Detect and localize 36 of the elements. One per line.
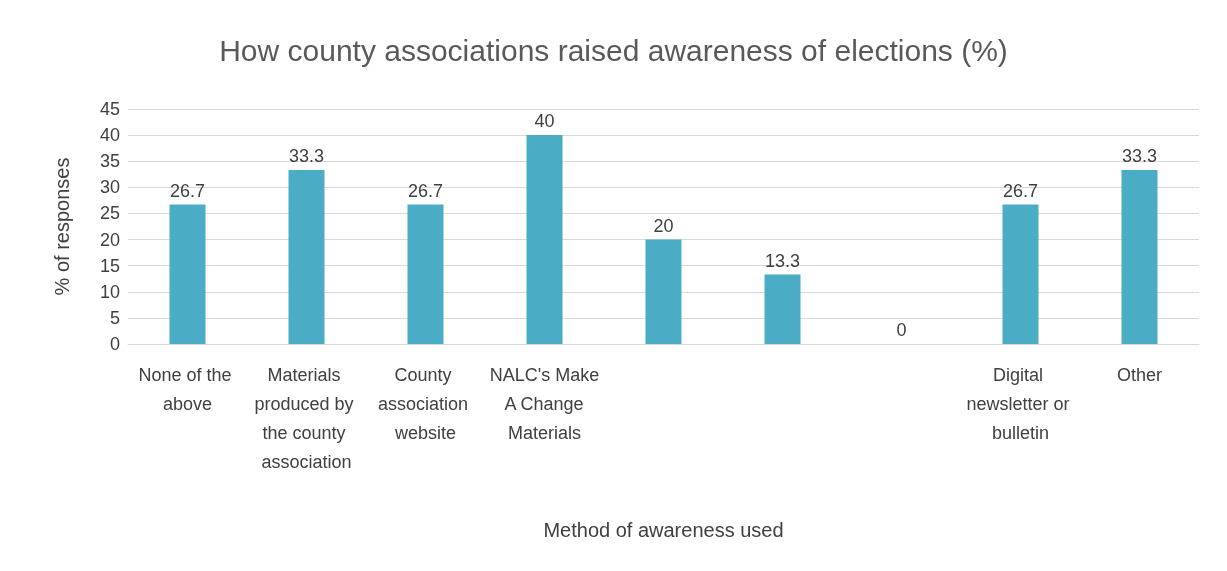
bar [645,239,682,344]
bar [288,170,325,344]
x-tick-label: Digital newsletter or bulletin [966,364,1075,443]
y-tick-label: 20 [99,229,120,250]
bar [1121,170,1158,344]
y-tick-label: 15 [99,255,120,276]
y-tick-label: 0 [109,334,120,354]
x-axis-title: Method of awareness used [543,519,784,541]
x-tick-label: Other [1116,364,1163,385]
data-label: 33.3 [288,146,325,167]
x-tick-label: NALC's Make A Change Materials [489,364,600,443]
bar [1002,204,1039,344]
chart-title: How county associations raised awareness of elections (%) [219,33,1008,67]
bar [526,135,563,344]
data-label: 26.7 [169,180,206,201]
y-tick-label: 35 [99,151,120,172]
data-label: 13.3 [764,250,801,271]
data-label: 26.7 [407,180,444,201]
data-label: 20 [653,215,674,236]
x-tick-label: County association website [377,364,474,443]
x-tick-label: None of the above [138,364,237,414]
y-tick-label: 10 [99,281,120,302]
data-label: 40 [534,111,555,132]
y-tick-label: 5 [109,307,120,328]
y-tick-label: 40 [99,125,120,146]
y-tick-label: 30 [99,177,120,198]
y-axis-title: % of responses [51,157,73,296]
x-tick-label: Materials produced by the county association [254,364,359,472]
data-label: 0 [896,320,907,340]
bar [169,204,206,344]
y-tick-label: 45 [99,99,120,119]
bar [407,204,444,344]
data-label: 33.3 [1121,146,1158,167]
y-tick-label: 25 [99,203,120,224]
data-label: 26.7 [1002,180,1039,201]
bar [764,274,801,344]
